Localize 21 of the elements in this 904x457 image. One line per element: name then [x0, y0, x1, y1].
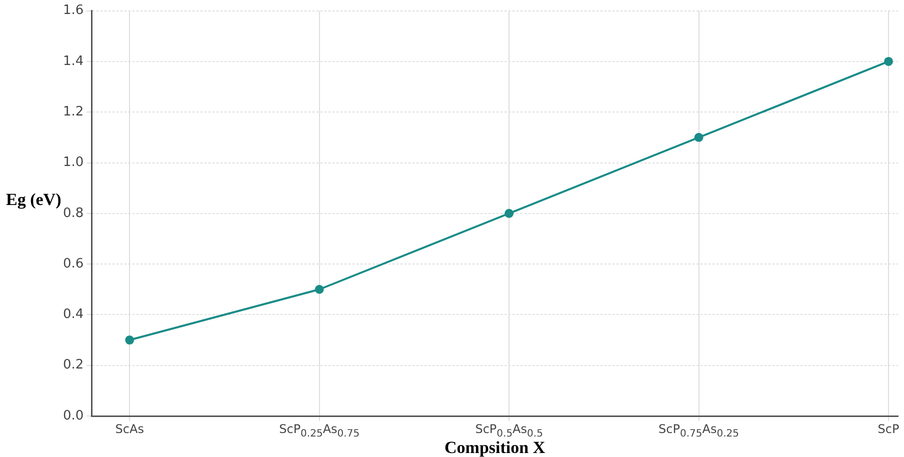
- y-tick-label: 1.4: [62, 54, 84, 69]
- point: [314, 284, 324, 294]
- y-tick-label: 1.0: [62, 155, 84, 170]
- y-tick-label: 0.2: [62, 358, 84, 373]
- point: [884, 56, 894, 66]
- x-axis-title: Compsition X: [444, 438, 546, 457]
- y-tick-label: 1.6: [62, 3, 84, 18]
- x-tick-label: ScAs: [115, 422, 144, 436]
- x-tick-label: ScP$_{0.5}$As$_{0.5}$: [475, 422, 543, 440]
- point: [694, 132, 704, 142]
- x-tick-label: ScP: [878, 422, 900, 436]
- y-tick-label: 0.4: [62, 307, 84, 322]
- y-tick-label: 1.2: [62, 104, 84, 120]
- y-tick-label: 0.6: [62, 256, 84, 272]
- x-tick-label: ScP$_{0.25}$As$_{0.75}$: [279, 422, 360, 440]
- y-axis-title: Eg (eV): [6, 190, 62, 210]
- point: [125, 336, 134, 345]
- x-tick-label: ScP$_{0.75}$As$_{0.25}$: [658, 422, 740, 440]
- y-tick-label: 0.0: [62, 408, 84, 424]
- y-tick-label: 0.8: [62, 206, 84, 221]
- point: [504, 208, 514, 218]
